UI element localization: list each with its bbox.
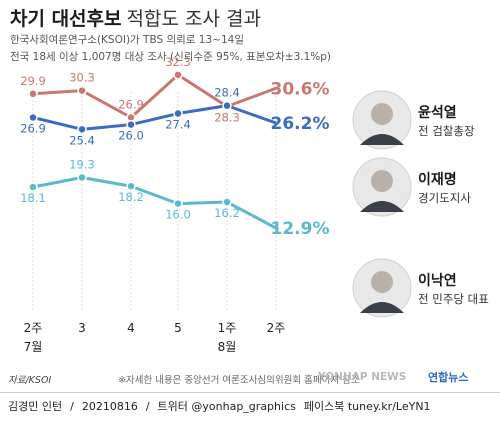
series-line-2	[32, 176, 277, 230]
data-point	[126, 119, 136, 130]
data-label: 26.9	[118, 97, 144, 111]
data-label: 32.3	[165, 55, 191, 69]
data-label: 29.9	[20, 74, 46, 88]
data-label: 16.2	[214, 206, 240, 220]
data-label: 26.0	[118, 129, 144, 143]
data-point	[222, 100, 232, 111]
candidate-portrait	[352, 157, 412, 217]
x-tick-label: 3	[78, 321, 86, 335]
x-tick-label: 2주	[267, 321, 286, 335]
data-point	[173, 108, 183, 119]
x-tick-label: 5	[174, 321, 182, 335]
data-label: 19.3	[69, 158, 95, 172]
data-point	[77, 172, 87, 183]
yonhap-logo: 연합뉴스	[428, 371, 469, 384]
data-point	[173, 70, 183, 80]
subtitle-line-2: 전국 18세 이상 1,007명 대상 조사 (신뢰수준 95%, 표본오차±3…	[10, 51, 332, 63]
candidate-role: 전 검찰총장	[418, 124, 475, 138]
data-label: 18.2	[118, 190, 144, 204]
footer-author: 김경민 인턴	[8, 400, 63, 413]
candidate-role: 경기도지사	[418, 191, 471, 205]
title-strong: 차기 대선후보	[10, 8, 122, 30]
data-label: 28.4	[214, 86, 240, 100]
series-line-1	[32, 104, 277, 131]
candidate-name: 이재명	[418, 171, 457, 188]
data-label: 27.4	[165, 118, 191, 132]
data-point	[77, 124, 87, 135]
x-group-label: 7월	[24, 340, 43, 354]
footer-date: 20210816	[81, 400, 138, 413]
data-point	[222, 197, 232, 207]
candidate-name: 이낙연	[418, 272, 457, 289]
data-point	[126, 181, 136, 191]
data-point	[28, 89, 38, 99]
x-group-label: 8월	[218, 340, 237, 354]
footer-bar: 김경민 인턴 / 20210816 / 트위터 @yonhap_graphics 페이스북…	[0, 392, 500, 421]
note-text: ※자세한 내용은 중앙선거 여론조사심의위원회 홈페이지 참조	[118, 375, 360, 386]
data-point	[173, 198, 183, 209]
data-point	[28, 182, 38, 192]
series-line-0	[32, 73, 277, 119]
footer-sep-2: /	[145, 400, 150, 413]
data-label: 18.1	[20, 191, 46, 205]
data-label: 12.9%	[271, 219, 330, 239]
data-label: 26.2%	[271, 114, 330, 134]
chart-header: 차기 대선후보 적합도 조사 결과 한국사회여론연구소(KSOI)가 TBS 의뢰…	[10, 6, 490, 66]
watermark-text: YONHAP NEWS	[318, 371, 407, 383]
source-credit: 자료/KSOI	[8, 375, 52, 386]
data-label: 30.3	[69, 71, 95, 85]
data-label: 26.9	[20, 121, 46, 135]
footer-twitter: 트위터 @yonhap_graphics	[157, 400, 296, 413]
candidate-portrait	[352, 258, 412, 318]
x-tick-label: 2주	[24, 321, 43, 335]
data-label: 30.6%	[271, 79, 330, 99]
candidate-role: 전 민주당 대표	[418, 292, 489, 306]
data-label: 16.0	[165, 208, 191, 222]
footer-facebook: 페이스북 tuney.kr/LeYN1	[303, 400, 431, 413]
data-label: 25.4	[69, 133, 95, 147]
data-point	[77, 85, 87, 96]
candidate-name: 윤석열	[418, 104, 457, 121]
title-light: 적합도 조사 결과	[126, 8, 261, 30]
data-label: 28.3	[214, 110, 240, 124]
x-tick-label: 1주	[218, 321, 237, 335]
footer-sep-1: /	[70, 400, 74, 413]
candidate-portrait	[352, 90, 412, 150]
x-tick-label: 4	[127, 321, 135, 335]
subtitle-line-1: 한국사회여론연구소(KSOI)가 TBS 의뢰로 13~14일	[10, 34, 244, 46]
data-point	[28, 112, 38, 123]
chart-title: 차기 대선후보 적합도 조사 결과	[10, 6, 490, 32]
